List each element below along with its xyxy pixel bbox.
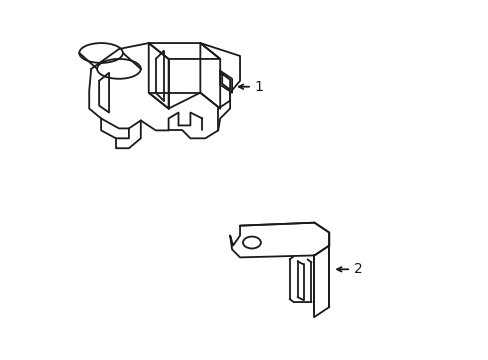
Text: 2: 2 — [353, 262, 362, 276]
Text: 1: 1 — [254, 80, 263, 94]
